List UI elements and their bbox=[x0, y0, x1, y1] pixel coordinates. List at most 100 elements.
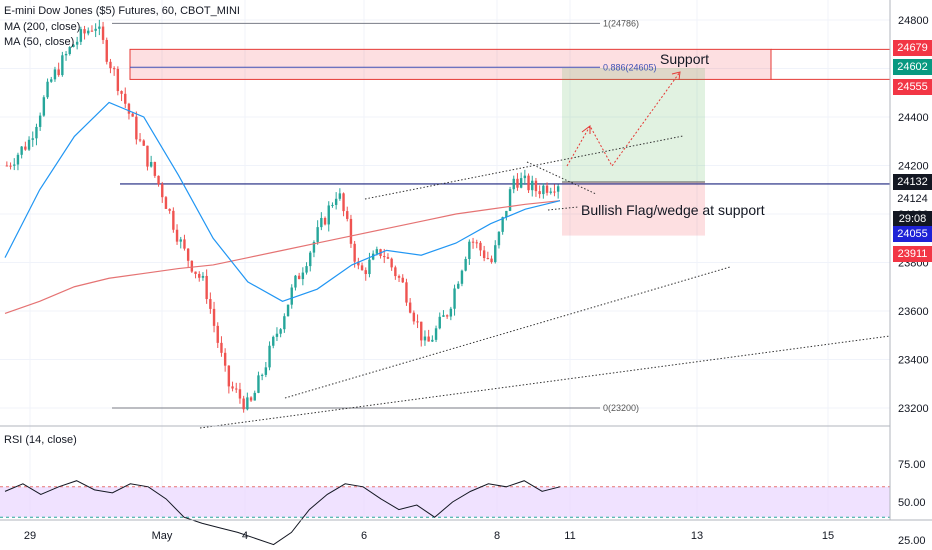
candle-body-80 bbox=[301, 272, 305, 280]
candle-body-46 bbox=[175, 229, 179, 242]
candle-body-89 bbox=[334, 198, 338, 205]
candle-body-122 bbox=[457, 283, 460, 289]
candle-body-4 bbox=[20, 146, 23, 155]
y-tick-7: 23400 bbox=[898, 355, 929, 367]
rsi-tick-2: 25.00 bbox=[898, 535, 926, 547]
candle-body-60 bbox=[227, 365, 231, 387]
candle-body-53 bbox=[201, 275, 205, 278]
flag-annotation: Bullish Flag/wedge at support bbox=[581, 202, 765, 218]
candle-body-97 bbox=[364, 270, 367, 275]
candle-body-43 bbox=[164, 197, 168, 209]
price-tag-4: 24124 bbox=[893, 191, 932, 207]
trade-zones bbox=[120, 48, 890, 236]
candle-body-29 bbox=[112, 68, 116, 70]
candle-body-105 bbox=[394, 267, 397, 277]
rsi-tick-0: 75.00 bbox=[898, 459, 926, 471]
candle-body-25 bbox=[98, 26, 101, 29]
y-tick-6: 23600 bbox=[898, 306, 929, 318]
candle-body-93 bbox=[349, 218, 353, 244]
x-tick-0: 29 bbox=[24, 530, 36, 542]
candle-body-115 bbox=[431, 339, 434, 342]
candle-body-76 bbox=[286, 304, 290, 317]
candle-body-6 bbox=[27, 139, 31, 150]
rsi-legend[interactable]: RSI (14, close) bbox=[4, 434, 77, 446]
candle-body-110 bbox=[412, 312, 416, 322]
candle-body-7 bbox=[31, 138, 34, 140]
candle-body-91 bbox=[342, 193, 345, 212]
candle-body-12 bbox=[50, 79, 53, 82]
candle-body-42 bbox=[161, 184, 164, 198]
candle-body-58 bbox=[220, 342, 223, 353]
candle-body-50 bbox=[190, 260, 194, 272]
candle-body-36 bbox=[138, 139, 142, 141]
x-tick-3: 6 bbox=[361, 530, 367, 542]
candle-body-113 bbox=[423, 336, 427, 341]
candle-body-47 bbox=[179, 239, 182, 242]
candle-body-106 bbox=[397, 276, 401, 278]
trendline-1 bbox=[199, 335, 891, 429]
candle-body-124 bbox=[464, 258, 467, 271]
candle-body-83 bbox=[312, 241, 316, 253]
candle-body-19 bbox=[75, 41, 79, 45]
candle-body-5 bbox=[24, 146, 27, 150]
ma50-legend[interactable]: MA (50, close) bbox=[4, 36, 75, 48]
candle-body-72 bbox=[272, 336, 275, 346]
price-tag-2: 24555 bbox=[893, 79, 932, 95]
candle-body-118 bbox=[442, 315, 445, 317]
candle-body-133 bbox=[497, 231, 501, 246]
candle-body-138 bbox=[516, 178, 519, 188]
candle-body-102 bbox=[383, 256, 386, 258]
candle-body-88 bbox=[331, 204, 334, 206]
candle-body-11 bbox=[46, 81, 49, 98]
candle-body-20 bbox=[79, 29, 83, 42]
candle-body-65 bbox=[246, 397, 249, 410]
price-tag-6: 24055 bbox=[893, 226, 932, 242]
rsi-tick-1: 50.00 bbox=[898, 497, 926, 509]
candle-body-18 bbox=[72, 44, 75, 48]
candle-body-120 bbox=[449, 308, 453, 317]
candle-body-117 bbox=[438, 316, 441, 329]
ma200-legend[interactable]: MA (200, close) bbox=[4, 21, 81, 33]
y-tick-8: 23200 bbox=[898, 403, 929, 415]
candle-body-96 bbox=[360, 265, 364, 271]
candle-body-30 bbox=[116, 68, 120, 92]
candle-body-38 bbox=[146, 145, 149, 167]
symbol-legend[interactable]: E-mini Dow Jones ($5) Futures, 60, CBOT_… bbox=[4, 5, 240, 17]
moving-averages bbox=[4, 101, 561, 314]
trend-lines bbox=[199, 71, 891, 429]
candle-body-3 bbox=[16, 154, 20, 165]
candle-body-126 bbox=[471, 241, 475, 243]
candle-body-128 bbox=[479, 242, 482, 251]
candle-body-54 bbox=[205, 275, 208, 300]
candle-body-15 bbox=[61, 55, 64, 76]
candle-body-67 bbox=[253, 392, 256, 401]
candle-body-21 bbox=[83, 29, 86, 34]
candle-body-23 bbox=[90, 30, 94, 32]
candle-body-87 bbox=[327, 205, 330, 225]
candle-body-1 bbox=[9, 165, 12, 167]
candle-body-94 bbox=[353, 243, 356, 262]
projection-arrow-2 bbox=[671, 71, 681, 81]
stop-box bbox=[562, 181, 705, 236]
candle-body-148 bbox=[553, 191, 556, 193]
candle-body-61 bbox=[231, 386, 234, 389]
candle-body-40 bbox=[153, 162, 157, 176]
candlesticks bbox=[5, 19, 560, 413]
candle-body-123 bbox=[460, 270, 464, 284]
candle-body-27 bbox=[105, 39, 108, 62]
candle-body-55 bbox=[209, 299, 212, 309]
fib-label-1: 0.886(24605) bbox=[603, 62, 657, 72]
candle-body-79 bbox=[297, 275, 301, 280]
candle-body-26 bbox=[101, 26, 105, 40]
candle-body-39 bbox=[149, 162, 153, 167]
candle-body-45 bbox=[172, 210, 175, 230]
ma200-line bbox=[4, 200, 561, 314]
x-tick-6: 13 bbox=[691, 530, 703, 542]
candle-body-75 bbox=[283, 316, 286, 330]
candle-body-116 bbox=[434, 328, 438, 340]
candle-body-64 bbox=[242, 398, 245, 410]
candle-body-34 bbox=[131, 113, 134, 117]
trendline-2 bbox=[364, 135, 684, 200]
candle-body-59 bbox=[223, 352, 227, 366]
